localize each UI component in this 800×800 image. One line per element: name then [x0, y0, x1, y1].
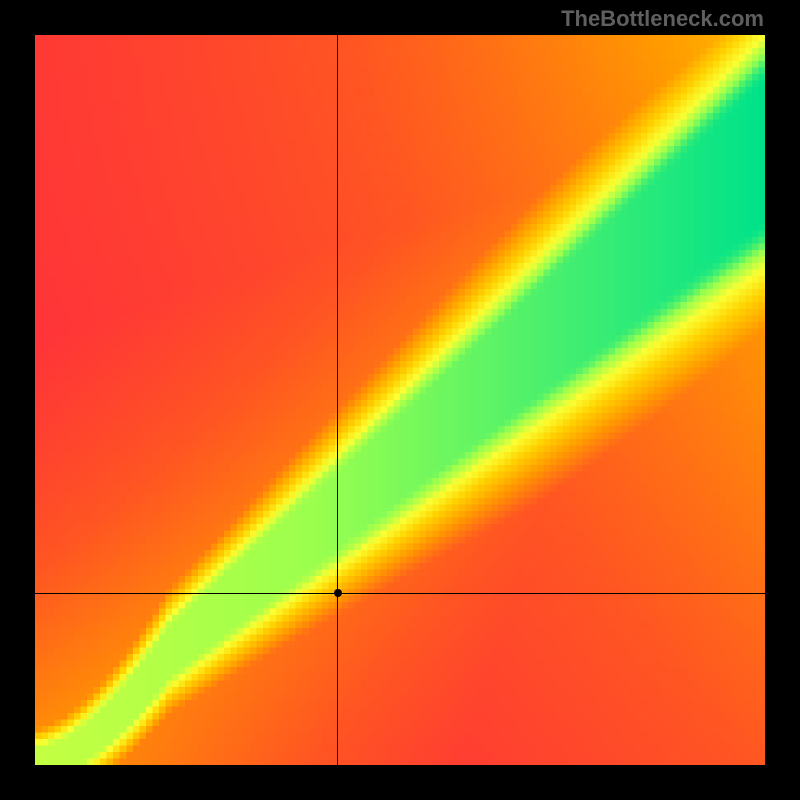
figure-container: TheBottleneck.com [0, 0, 800, 800]
heatmap-canvas [35, 35, 765, 765]
heatmap-plot [35, 35, 765, 765]
watermark-text: TheBottleneck.com [561, 6, 764, 32]
